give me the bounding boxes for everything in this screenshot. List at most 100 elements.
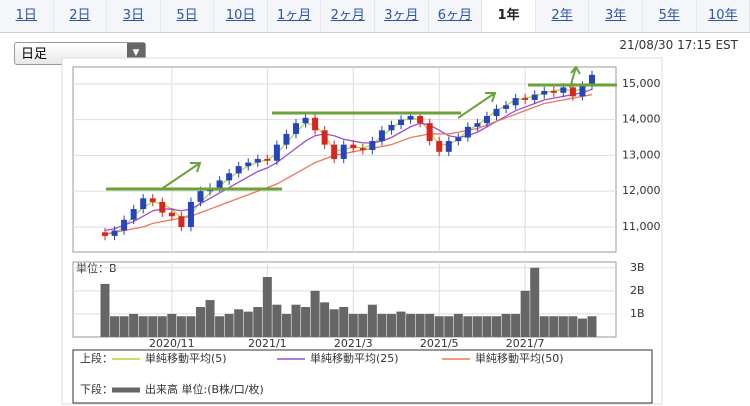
volume-bar — [511, 313, 521, 337]
volume-bar — [138, 316, 148, 337]
candle-body — [560, 87, 567, 93]
period-tab[interactable]: 1年 — [482, 0, 536, 32]
volume-bar — [176, 316, 186, 337]
volume-bar — [167, 313, 177, 337]
volume-bar — [320, 302, 330, 337]
candle-body — [273, 144, 280, 161]
period-tab[interactable]: 3日 — [107, 0, 161, 32]
period-tab[interactable]: 5日 — [161, 0, 215, 32]
y-tick-label: 15,000 — [622, 77, 661, 90]
volume-bar — [329, 309, 339, 337]
volume-bar — [148, 316, 158, 337]
x-tick-label: 2021/5 — [420, 337, 459, 350]
volume-bar — [339, 307, 349, 337]
period-tab[interactable]: 10日 — [214, 0, 268, 32]
volume-bar — [358, 313, 368, 337]
x-tick-label: 2021/3 — [334, 337, 373, 350]
candle-body — [512, 98, 519, 106]
candle-body — [121, 219, 128, 231]
period-tab[interactable]: 5年 — [643, 0, 697, 32]
volume-bar — [587, 316, 597, 337]
volume-bar — [539, 316, 549, 337]
y-tick-label: 13,000 — [622, 148, 661, 161]
candle-body — [235, 166, 242, 174]
candle-body — [187, 201, 194, 227]
candle-body — [197, 191, 204, 202]
candle-body — [483, 116, 490, 124]
candle-body — [426, 123, 433, 142]
candle-body — [398, 119, 405, 125]
volume-bar — [367, 304, 377, 337]
candle-body — [178, 216, 185, 227]
period-tab[interactable]: 3年 — [589, 0, 643, 32]
volume-bar — [301, 307, 311, 337]
period-tab[interactable]: 1ヶ月 — [268, 0, 322, 32]
volume-bar — [195, 307, 205, 337]
volume-bar — [224, 313, 234, 337]
y-tick-label: 12,000 — [622, 184, 661, 197]
volume-bar — [434, 316, 444, 337]
candle-body — [168, 212, 175, 217]
volume-bar — [492, 316, 502, 337]
period-tab[interactable]: 2日 — [54, 0, 108, 32]
period-tab[interactable]: 1日 — [0, 0, 54, 32]
volume-bar — [453, 313, 463, 337]
volume-bar — [444, 316, 454, 337]
volume-bar — [520, 290, 530, 337]
legend-upper-label: 上段： — [80, 351, 113, 365]
volume-bar — [129, 313, 139, 337]
candle-body — [531, 94, 538, 100]
volume-tick-label: 2B — [630, 284, 645, 297]
candle-body — [388, 124, 395, 131]
candle-body — [464, 126, 471, 138]
period-tab[interactable]: 6ヶ月 — [429, 0, 483, 32]
candle-body — [140, 198, 147, 210]
candle-body — [216, 180, 223, 188]
candle-body — [445, 141, 452, 152]
moving-average-line — [104, 93, 593, 235]
candle-body — [102, 232, 108, 236]
candle-body — [264, 158, 271, 161]
volume-bar — [272, 304, 282, 337]
candle-body — [302, 117, 309, 124]
candle-body — [378, 130, 385, 142]
candle-body — [474, 123, 481, 127]
volume-bar — [472, 316, 482, 337]
candle-body — [407, 116, 414, 120]
volume-bar — [396, 311, 406, 337]
candle-body — [283, 133, 290, 145]
volume-bar — [157, 316, 167, 337]
volume-bar — [243, 311, 253, 337]
candle-body — [589, 74, 595, 86]
candle-body — [579, 85, 586, 97]
moving-average-line — [104, 88, 593, 232]
legend-label: 出来高 単位:(B株/口/枚) — [145, 382, 264, 396]
volume-bar — [530, 267, 540, 337]
volume-bar — [386, 313, 396, 337]
candle-body — [130, 209, 137, 220]
candle-body — [331, 144, 338, 159]
dropdown-label: 日足 — [21, 47, 48, 62]
candle-body — [493, 108, 500, 117]
timestamp: 21/08/30 17:15 EST — [619, 38, 738, 52]
volume-bar — [377, 313, 387, 337]
candle-body — [111, 230, 118, 236]
candle-body — [522, 98, 529, 100]
period-tab[interactable]: 2ヶ月 — [321, 0, 376, 32]
volume-bar — [568, 316, 578, 337]
legend-lower-label: 下段： — [80, 382, 113, 396]
x-tick-label: 2021/1 — [248, 337, 287, 350]
candle-body — [503, 105, 510, 109]
period-tab[interactable]: 2年 — [536, 0, 590, 32]
volume-bar — [186, 316, 196, 337]
volume-bar — [310, 290, 320, 337]
candle-body — [369, 141, 376, 151]
candle-body — [321, 130, 328, 145]
candle-body — [350, 144, 357, 149]
volume-bar — [215, 316, 225, 337]
volume-bar — [119, 316, 129, 337]
period-tabs: 1日 2日 3日 5日 10日 1ヶ月 2ヶ月 3ヶ月 6ヶ月 1年 2年 3年 5年 10年 — [0, 0, 750, 33]
period-tab[interactable]: 3ヶ月 — [375, 0, 429, 32]
moving-average-line — [104, 81, 593, 235]
volume-tick-label: 3B — [630, 261, 645, 274]
